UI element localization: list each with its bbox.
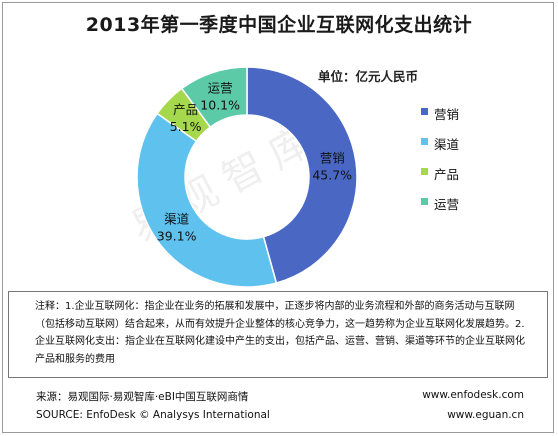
- slice-label-marketing: 营销: [320, 150, 345, 165]
- legend-label: 渠道: [434, 137, 460, 152]
- source-line-en: SOURCE: EnfoDesk © Analysys Internationa…: [36, 409, 270, 421]
- legend-label: 运营: [434, 197, 460, 212]
- slice-operation: [180, 66, 248, 129]
- legend-label: 产品: [434, 167, 460, 182]
- slice-label-channel: 渠道: [164, 211, 190, 226]
- slice-value-product: 5.1%: [170, 119, 202, 134]
- legend-swatch: [421, 198, 428, 205]
- unit-label: 单位：亿元人民币: [318, 69, 419, 84]
- slice-marketing: [246, 66, 358, 284]
- slice-value-operation: 10.1%: [200, 97, 240, 112]
- note-box: 注释：1.企业互联网化：指企业在业务的拓展和发展中，正逐步将内部的业务流程和外部…: [8, 291, 548, 378]
- slice-label-operation: 运营: [208, 80, 233, 95]
- chart-title: 2013年第一季度中国企业互联网化支出统计: [85, 14, 473, 36]
- slice-value-marketing: 45.7%: [312, 167, 352, 182]
- legend-swatch: [421, 108, 428, 115]
- legend-label: 营销: [434, 107, 460, 122]
- url-enfodesk: www.enfodesk.com: [422, 389, 524, 401]
- legend-swatch: [421, 168, 428, 175]
- url-eguan: www.eguan.cn: [447, 409, 524, 421]
- slice-value-channel: 39.1%: [157, 228, 197, 243]
- slice-label-product: 产品: [173, 102, 198, 117]
- legend-swatch: [421, 138, 428, 145]
- source-line-cn: 来源：易观国际·易观智库·eBI中国互联网商情: [36, 391, 249, 403]
- slice-channel: [136, 112, 278, 288]
- note-text: 注释：1.企业互联网化：指企业在业务的拓展和发展中，正逐步将内部的业务流程和外部…: [35, 301, 525, 365]
